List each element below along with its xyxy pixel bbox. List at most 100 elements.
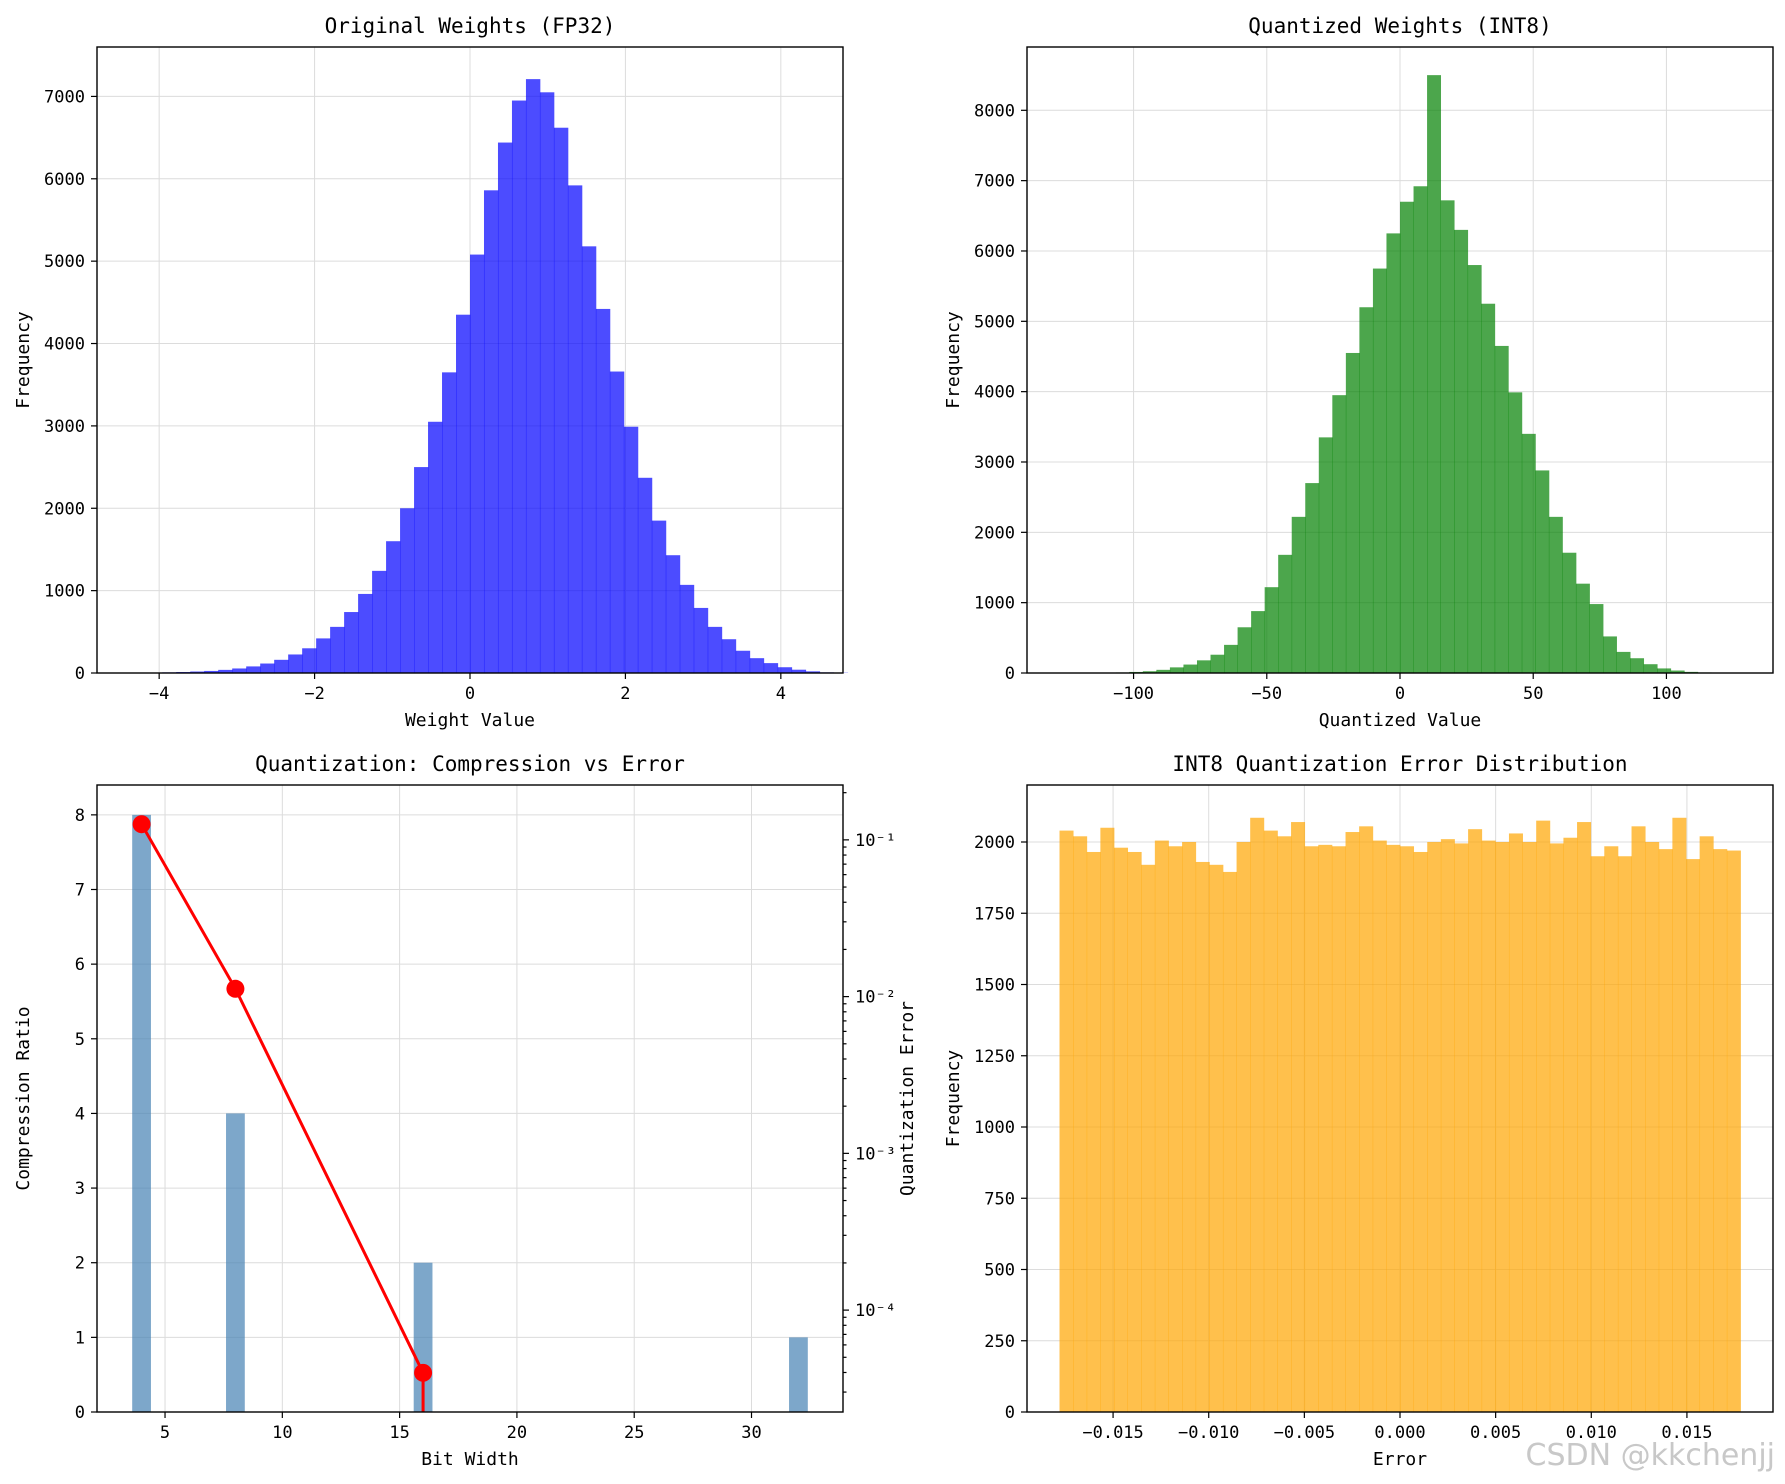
error-x-tick-label: 0.000 <box>1374 1423 1425 1443</box>
error-y-tick-label: 2000 <box>974 833 1015 853</box>
error-chart-title: INT8 Quantization Error Distribution <box>1172 752 1627 776</box>
error-histogram-bar <box>1291 822 1306 1412</box>
error-x-tick-label: 0.005 <box>1470 1423 1521 1443</box>
int8-histogram-bar <box>1359 307 1374 673</box>
compression-y-tick-label: 7 <box>75 881 85 901</box>
fp32-y-axis-label: Frequency <box>13 311 34 409</box>
int8-histogram-bar <box>1427 75 1442 674</box>
error-histogram-bar <box>1318 844 1333 1412</box>
int8-histogram-bar <box>1251 611 1266 673</box>
int8-y-tick-label: 7000 <box>974 172 1015 192</box>
fp32-histogram-bar <box>539 92 555 674</box>
quantization-error-line <box>140 823 425 1412</box>
int8-histogram-bar <box>1454 229 1469 673</box>
int8-y-tick-label: 3000 <box>974 453 1015 473</box>
int8-y-tick-label: 1000 <box>974 594 1015 614</box>
error-y-axis-label: Frequency <box>943 1050 964 1148</box>
fp32-histogram-panel: −4 −2 0 2 4 0 1000 2000 3000 4000 5000 6000 7000 Ori… <box>13 14 849 731</box>
int8-histogram-bar <box>1508 392 1523 673</box>
fp32-histogram-bar <box>511 100 527 673</box>
int8-histogram-bar <box>1657 668 1672 673</box>
int8-histogram-bar <box>1332 395 1347 673</box>
error-histogram-bar <box>1372 840 1387 1412</box>
fp32-histogram-bar <box>204 670 219 673</box>
fp32-histogram-bar <box>344 612 359 673</box>
fp32-histogram-bar <box>190 671 205 673</box>
int8-histogram-bar <box>1278 554 1293 673</box>
error-histogram-bar <box>1345 832 1360 1412</box>
int8-x-tick-label: −50 <box>1251 684 1282 704</box>
int8-histogram-bar <box>1440 200 1455 673</box>
int8-histogram-bar <box>1413 186 1428 674</box>
error-histogram-bar <box>1699 836 1714 1412</box>
fp32-y-tick-label: 4000 <box>44 335 85 355</box>
error-histogram-bar <box>1100 827 1115 1412</box>
error-histogram-bar <box>1400 846 1415 1412</box>
error-histogram-bar <box>1304 846 1319 1412</box>
error-y-tick-label: 1500 <box>974 976 1015 996</box>
error-histogram-bar <box>1726 850 1741 1412</box>
fp32-histogram-bar <box>470 254 485 673</box>
error-histogram-bar <box>1222 871 1237 1412</box>
watermark-text: CSDN @kkchenjj <box>1526 1438 1775 1473</box>
int8-histogram-bar <box>1494 345 1509 673</box>
error-histogram-bar <box>1508 833 1523 1412</box>
quantization-error-point <box>226 979 245 998</box>
compression-y2-tick-label: 10⁻¹ <box>855 831 896 851</box>
int8-y-tick-label: 6000 <box>974 242 1015 262</box>
fp32-histogram-bar <box>442 372 457 673</box>
int8-histogram-bar <box>1318 437 1333 673</box>
int8-y-tick-label: 2000 <box>974 523 1015 543</box>
fp32-histogram-bar <box>428 421 443 673</box>
compression-y2-tick-label: 10⁻² <box>855 988 896 1008</box>
quantization-error-point <box>414 1363 433 1382</box>
error-histogram-bar <box>1168 846 1183 1412</box>
int8-x-axis-label: Quantized Value <box>1319 710 1482 731</box>
error-histogram-bar <box>1413 851 1428 1412</box>
int8-histogram-bar <box>1603 636 1617 673</box>
int8-histogram-bar <box>1467 265 1482 673</box>
int8-histogram-bar <box>1210 654 1225 673</box>
fp32-histogram-bar <box>483 190 499 674</box>
fp32-x-tick-label: 4 <box>776 684 786 704</box>
compression-x-tick-label: 10 <box>272 1423 292 1443</box>
int8-y-tick-label: 0 <box>1005 664 1015 684</box>
fp32-y-tick-label: 2000 <box>44 499 85 519</box>
fp32-histogram-bar <box>316 638 331 673</box>
compression-y-tick-label: 8 <box>75 806 85 826</box>
int8-chart-title: Quantized Weights (INT8) <box>1248 14 1551 38</box>
fp32-y-tick-label: 0 <box>75 664 85 684</box>
fp32-histogram-bar <box>414 467 429 673</box>
int8-histogram-bar <box>1400 201 1414 673</box>
int8-histogram-bar <box>1562 552 1577 673</box>
int8-histogram-bar <box>1291 516 1306 673</box>
fp32-histogram-bar <box>791 669 807 673</box>
compression-y2-tick-label: 10⁻⁴ <box>855 1301 896 1321</box>
error-histogram-bar <box>1086 851 1101 1412</box>
fp32-histogram-bar <box>693 607 709 673</box>
fp32-x-axis-label: Weight Value <box>405 710 535 731</box>
error-x-tick-label: 0.015 <box>1661 1423 1712 1443</box>
error-histogram-bar <box>1631 826 1646 1412</box>
int8-histogram-bar <box>1521 433 1536 673</box>
fp32-histogram-bar <box>707 626 723 673</box>
fp32-histogram-bar <box>581 246 597 673</box>
int8-x-tick-label: 0 <box>1395 684 1405 704</box>
int8-histogram-bar <box>1670 670 1685 673</box>
int8-histogram-bar <box>1589 604 1604 673</box>
fp32-histogram-bar <box>553 127 569 673</box>
fp32-histogram-bar <box>288 654 303 673</box>
int8-y-tick-label: 8000 <box>974 101 1015 121</box>
fp32-histogram-bar <box>623 426 639 673</box>
error-y-tick-label: 750 <box>984 1189 1015 1209</box>
int8-histogram-bar <box>1372 268 1387 673</box>
fp32-histogram-bar <box>595 308 611 673</box>
error-y-tick-label: 0 <box>1005 1403 1015 1423</box>
compression-x-tick-label: 20 <box>507 1423 527 1443</box>
compression-y-tick-label: 6 <box>75 955 85 975</box>
error-histogram-bar <box>1059 830 1074 1412</box>
error-histogram-bar <box>1141 864 1156 1412</box>
compression-x-tick-label: 15 <box>389 1423 409 1443</box>
error-histogram-bar <box>1590 856 1605 1412</box>
